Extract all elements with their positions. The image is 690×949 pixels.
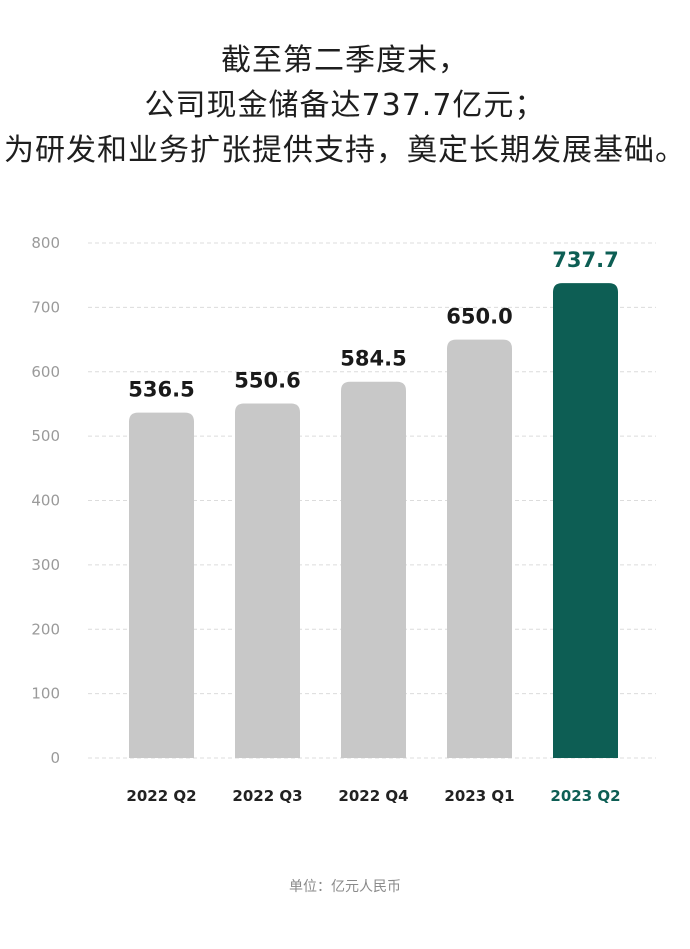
bar-value-label: 584.5 (340, 347, 406, 371)
bar-value-label: 650.0 (446, 305, 512, 329)
unit-note: 单位：亿元人民币 (289, 879, 401, 895)
value-labels: 536.5 550.6 584.5 650.0 737.7 (128, 248, 618, 402)
chart-bars (129, 283, 618, 758)
y-tick-label: 700 (31, 298, 60, 316)
x-tick-label: 2022 Q4 (338, 787, 408, 805)
y-tick-label: 600 (31, 363, 60, 381)
x-axis: 2022 Q2 2022 Q3 2022 Q4 2023 Q1 2023 Q2 (126, 787, 620, 805)
bar (341, 381, 406, 758)
y-tick-label: 100 (31, 685, 60, 703)
x-tick-label: 2023 Q2 (550, 787, 620, 805)
y-tick-label: 200 (31, 620, 60, 638)
x-tick-label: 2023 Q1 (444, 787, 514, 805)
bar-value-label: 550.6 (234, 369, 300, 393)
headline: 截至第二季度末， 公司现金储备达737.7亿元； 为研发和业务扩张提供支持，奠定… (0, 38, 690, 173)
y-tick-label: 500 (31, 427, 60, 445)
headline-line-1: 截至第二季度末， (221, 43, 469, 78)
bar-chart: 0 100 200 300 400 500 600 700 800 536.5 550.6 584.… (31, 234, 656, 805)
headline-line-2: 公司现金储备达737.7亿元； (144, 88, 546, 123)
bar (447, 339, 512, 758)
bar (129, 412, 194, 758)
bar-value-label: 536.5 (128, 378, 194, 402)
y-tick-label: 300 (31, 556, 60, 574)
x-tick-label: 2022 Q3 (232, 787, 302, 805)
bar (553, 283, 618, 758)
y-axis: 0 100 200 300 400 500 600 700 800 (31, 234, 60, 767)
x-tick-label: 2022 Q2 (126, 787, 196, 805)
bar (235, 403, 300, 758)
y-tick-label: 0 (50, 749, 60, 767)
headline-line-3: 为研发和业务扩张提供支持，奠定长期发展基础。 (4, 133, 686, 168)
bar-value-label: 737.7 (552, 248, 618, 272)
y-tick-label: 800 (31, 234, 60, 252)
y-tick-label: 400 (31, 492, 60, 510)
